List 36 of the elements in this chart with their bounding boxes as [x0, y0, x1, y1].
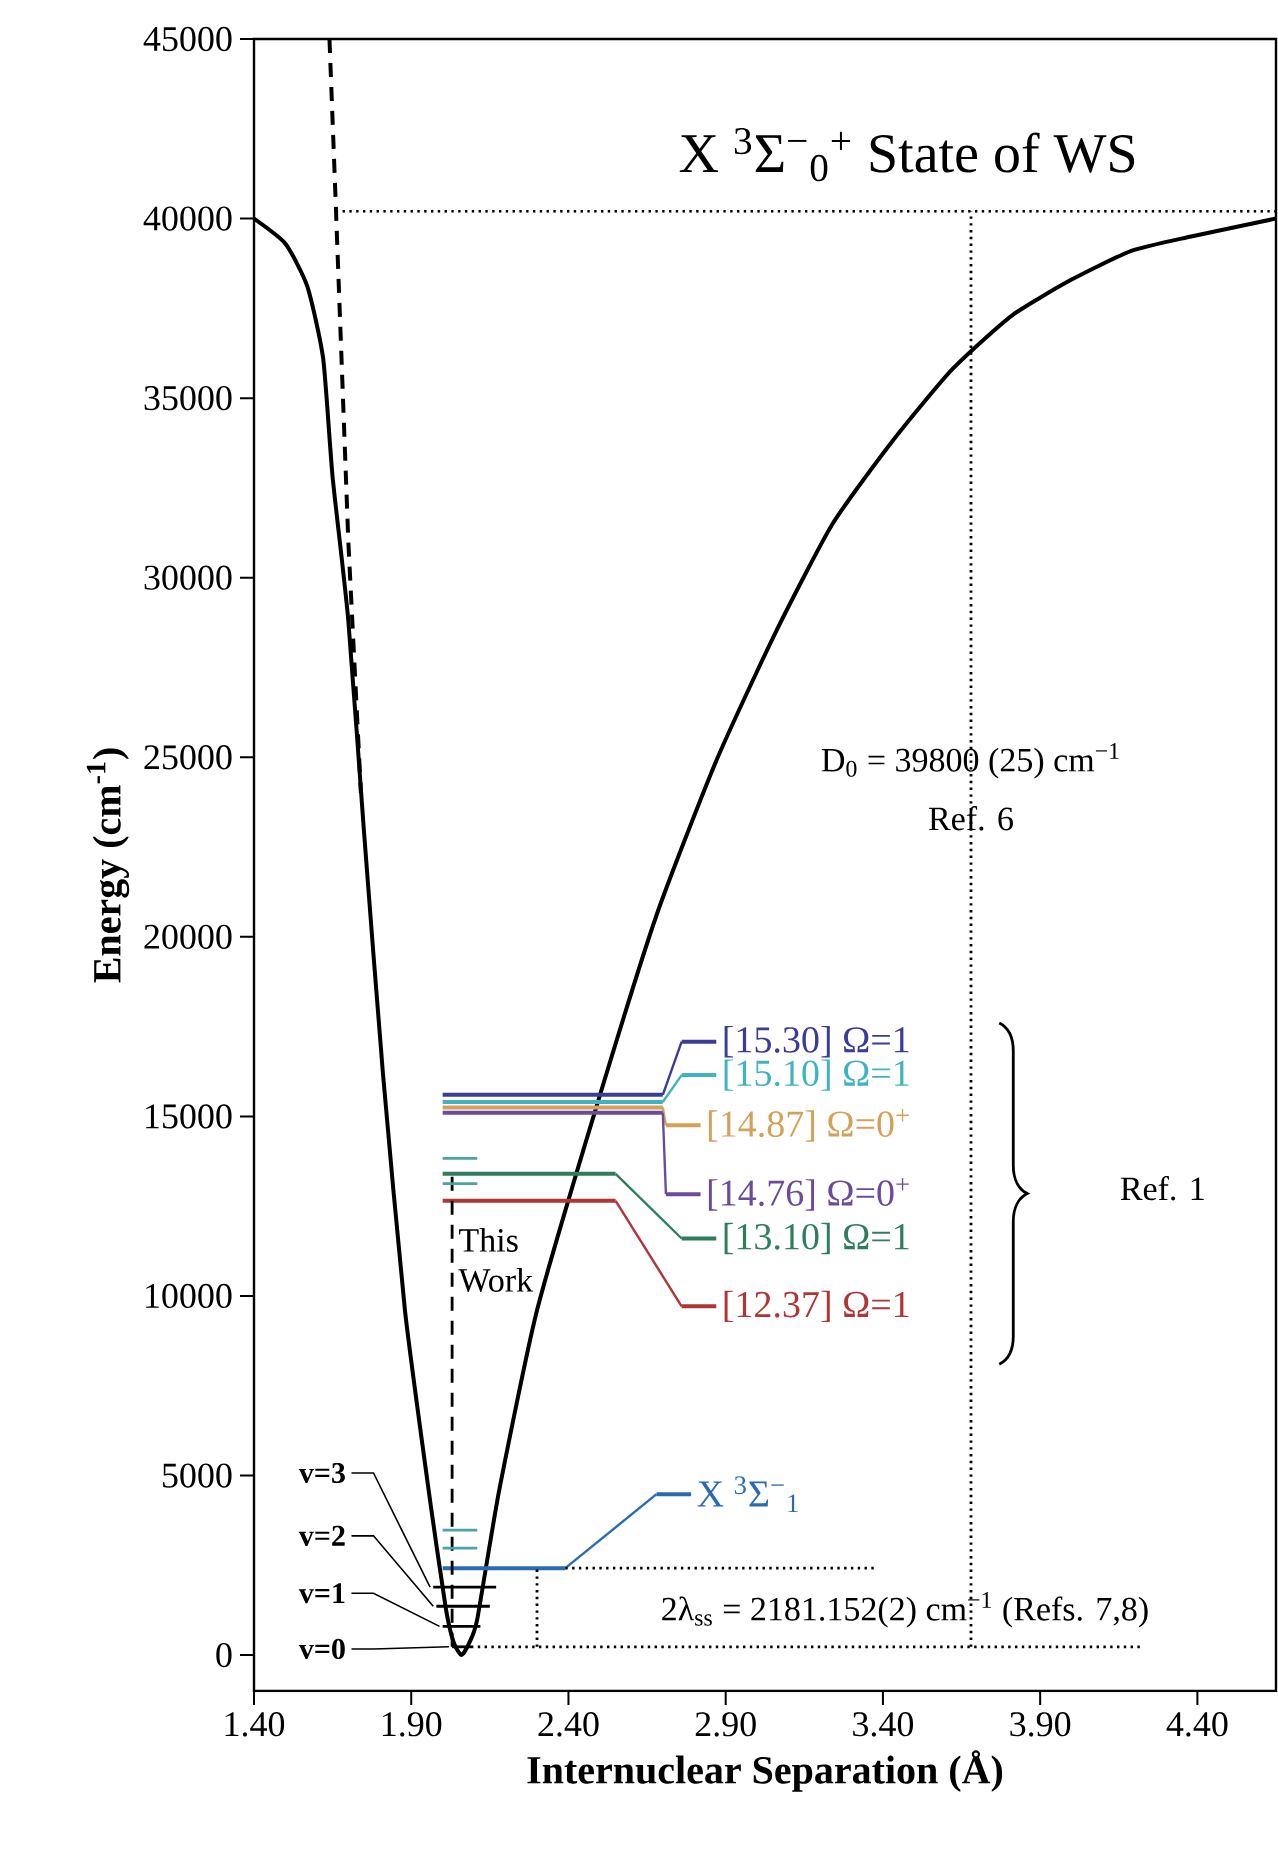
text: v=1 — [298, 1583, 345, 1604]
x-tick-label: 2.40 — [538, 1712, 599, 1737]
x-tick-label: 2.90 — [695, 1712, 756, 1737]
annotation: Ref. 6 — [928, 806, 1013, 831]
y-tick-label: 10000 — [146, 1283, 232, 1309]
legend-label: [12.37] Ω=1 — [724, 1290, 909, 1323]
y-tick-label: 35000 — [144, 385, 232, 411]
y-tick-label: 15000 — [146, 1104, 232, 1129]
x-tick-label: 1.40 — [225, 1712, 285, 1737]
legend-label: X $^{3}$Σ$^{−}$1 — [697, 1476, 798, 1513]
legend-label: [13.10] Ω=1 — [724, 1222, 909, 1255]
y-tick-label: 25000 — [144, 745, 232, 770]
text: v=2 — [298, 1525, 345, 1546]
x-tick-label: 1.90 — [382, 1712, 442, 1737]
y-tick-label: 40000 — [143, 206, 232, 231]
y-tick-label: 20000 — [144, 924, 232, 949]
y-tick-label: 5000 — [163, 1463, 232, 1488]
y-tick-label: 45000 — [143, 26, 232, 52]
y-tick-label: 0 — [216, 1642, 232, 1668]
x-tick-label: 3.40 — [853, 1712, 914, 1737]
y-tick-label: 30000 — [144, 565, 232, 590]
legend-label: [14.76] Ω=0$^{+}$ — [708, 1177, 909, 1211]
legend-label: v=0 — [298, 1638, 345, 1660]
annotation: Ref. 1 — [1120, 1176, 1204, 1201]
legend-label: v=3 — [298, 1462, 345, 1484]
legend-label: [15.30] Ω=1 — [724, 1025, 909, 1058]
annotation: D$_{0}$ = 39800 (25) cm$^{−1}$ — [821, 743, 1119, 779]
text: X $^{3}$Σ$^{−}$0$^{+}$ State of WS — [679, 127, 1135, 182]
annotation: 2λ$_{ss}$ = 2181.152(2) cm$^{−1}$ (Refs. 7,8) — [662, 1592, 1148, 1628]
x-axis-title: Internuclear Separation (Å) — [527, 1750, 1003, 1792]
annotation: This Work — [458, 1227, 534, 1293]
y-axis-title: Energy (cm$^{-1}$) — [86, 748, 130, 983]
legend-label: [14.87] Ω=0$^{+}$ — [708, 1109, 909, 1142]
x-tick-label: 3.90 — [1010, 1712, 1071, 1737]
x-tick-label: 4.40 — [1166, 1712, 1228, 1737]
legend-label: [15.10] Ω=1 — [724, 1059, 909, 1091]
